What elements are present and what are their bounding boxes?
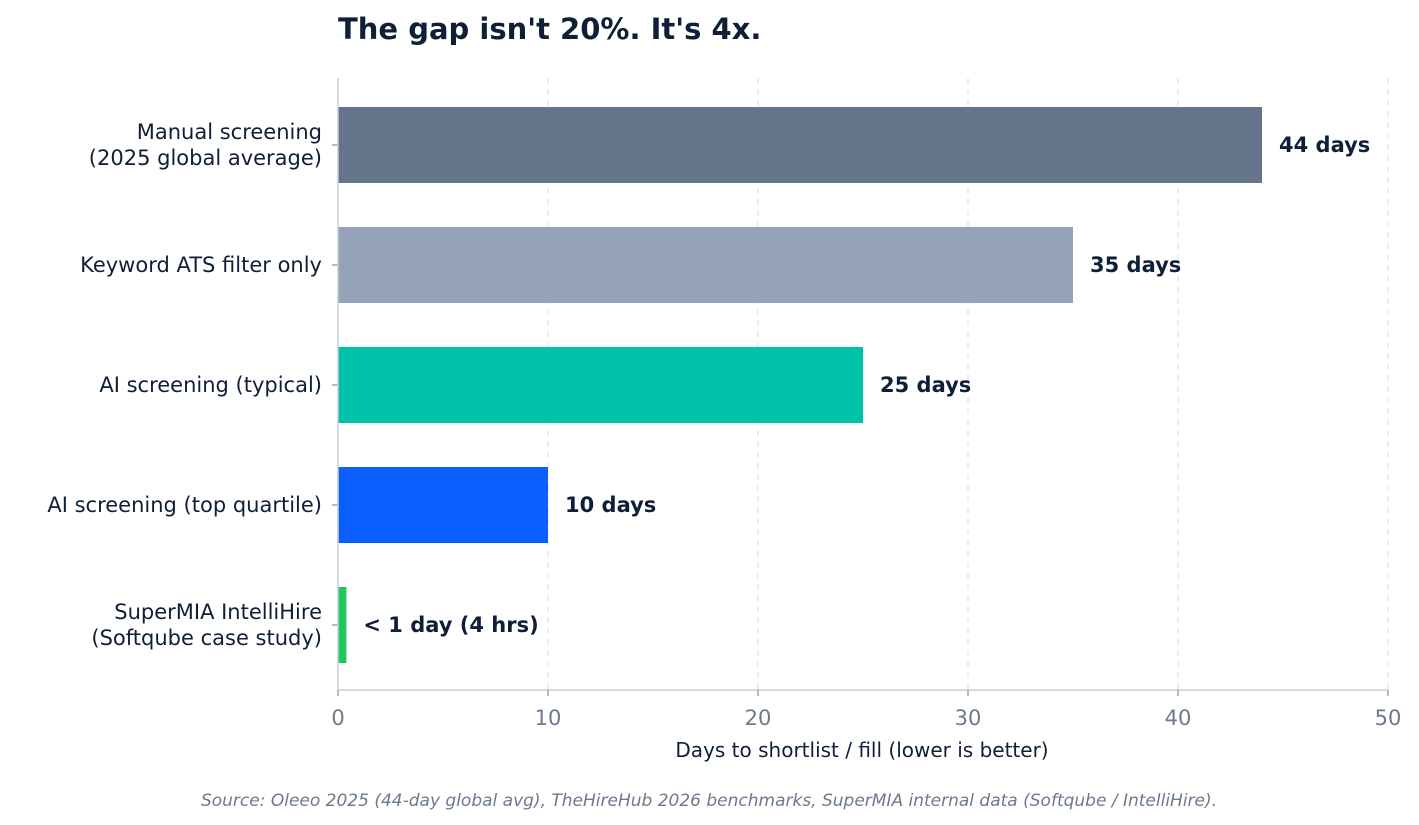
bar	[338, 347, 863, 423]
category-label: AI screening (typical)	[99, 373, 322, 397]
category-label-line: Keyword ATS filter only	[80, 253, 322, 277]
value-label: 35 days	[1090, 253, 1181, 277]
x-tick-labels: 0 10 20 30 40 50	[331, 706, 1401, 730]
bars	[338, 107, 1262, 663]
category-label-line: Manual screening	[137, 120, 322, 144]
value-label: < 1 day (4 hrs)	[363, 613, 538, 637]
category-label-line: (Softqube case study)	[91, 626, 322, 650]
value-label: 25 days	[880, 373, 971, 397]
bar	[338, 587, 347, 663]
category-label-line: SuperMIA IntelliHire	[114, 600, 322, 624]
value-label: 10 days	[565, 493, 656, 517]
category-label-line: AI screening (top quartile)	[47, 493, 322, 517]
axes	[332, 78, 1389, 696]
x-tick-label: 30	[955, 706, 982, 730]
x-tick-label: 40	[1165, 706, 1192, 730]
source-note: Source: Oleeo 2025 (44-day global avg), …	[201, 791, 1217, 811]
bar	[338, 467, 548, 543]
value-label: 44 days	[1279, 133, 1370, 157]
category-label-line: (2025 global average)	[89, 146, 322, 170]
x-axis-label: Days to shortlist / fill (lower is bette…	[675, 738, 1048, 762]
x-tick-label: 50	[1375, 706, 1402, 730]
category-label: AI screening (top quartile)	[47, 493, 322, 517]
category-label: SuperMIA IntelliHire (Softqube case study…	[91, 600, 322, 650]
category-label-line: AI screening (typical)	[99, 373, 322, 397]
bar	[338, 107, 1262, 183]
x-tick-label: 0	[331, 706, 344, 730]
x-tick-label: 10	[535, 706, 562, 730]
value-labels: 44 days 35 days 25 days 10 days < 1 day (4 h…	[363, 133, 1370, 637]
x-tick-label: 20	[745, 706, 772, 730]
chart-title: The gap isn't 20%. It's 4x.	[338, 12, 761, 46]
bar	[338, 227, 1073, 303]
category-label: Manual screening (2025 global average)	[89, 120, 322, 170]
category-label: Keyword ATS filter only	[80, 253, 322, 277]
category-labels: Manual screening (2025 global average) Key…	[47, 120, 322, 650]
